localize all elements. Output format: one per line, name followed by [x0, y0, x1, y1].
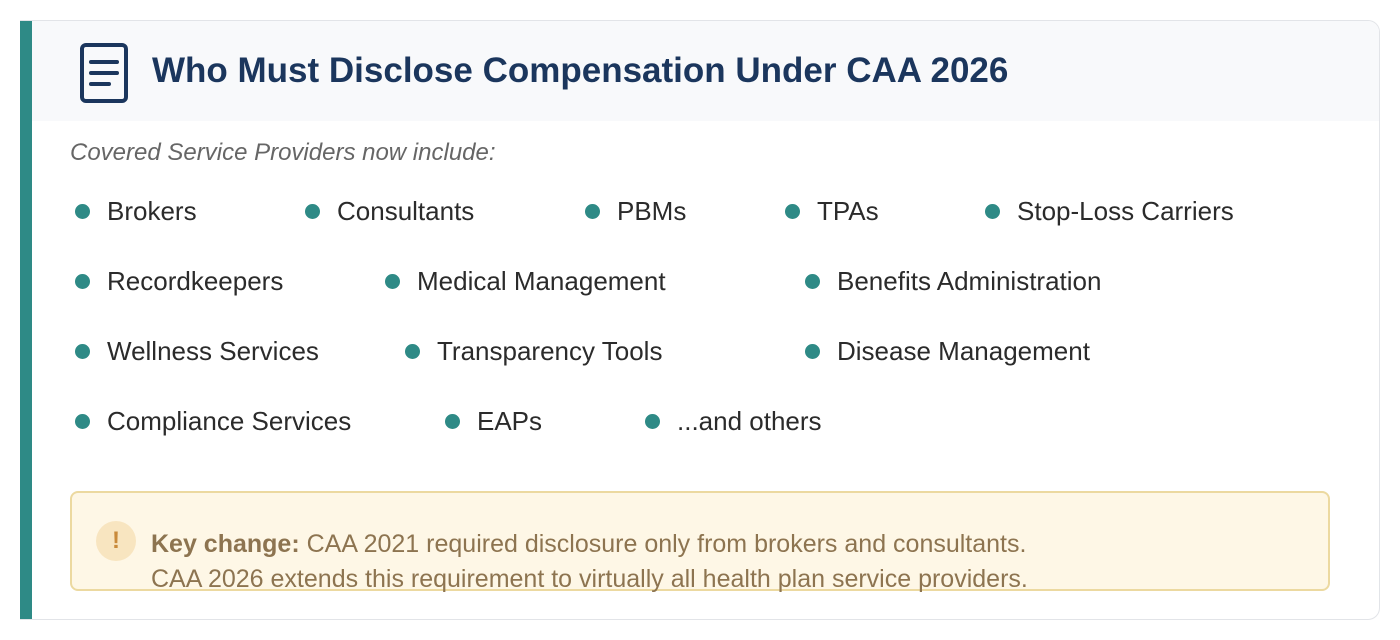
- list-item-label: Brokers: [107, 196, 197, 226]
- list-item-label: Transparency Tools: [437, 336, 663, 366]
- list-item-label: Disease Management: [837, 336, 1090, 366]
- alert-label: Key change:: [151, 530, 300, 558]
- bullet-icon: [75, 204, 90, 219]
- list-item: PBMs: [585, 196, 686, 227]
- list-item-label: Recordkeepers: [107, 266, 284, 296]
- list-item: Benefits Administration: [805, 266, 1101, 297]
- list-item: Compliance Services: [75, 406, 351, 437]
- list-item: Stop-Loss Carriers: [985, 196, 1234, 227]
- list-item: Transparency Tools: [405, 336, 662, 367]
- bullet-icon: [75, 274, 90, 289]
- subtitle: Covered Service Providers now include:: [70, 139, 496, 166]
- list-item-label: Benefits Administration: [837, 266, 1102, 296]
- list-item: Wellness Services: [75, 336, 319, 367]
- list-item: Medical Management: [385, 266, 666, 297]
- card-header: Who Must Disclose Compensation Under CAA…: [32, 21, 1379, 121]
- alert-line-2: CAA 2026 extends this requirement to vir…: [151, 565, 1028, 593]
- bullet-icon: [75, 344, 90, 359]
- bullet-icon: [445, 414, 460, 429]
- card-title: Who Must Disclose Compensation Under CAA…: [152, 51, 1009, 90]
- list-item-label: Consultants: [337, 196, 475, 226]
- list-item-label: ...and others: [677, 406, 822, 436]
- list-item: ...and others: [645, 406, 822, 437]
- bullet-icon: [805, 274, 820, 289]
- bullet-icon: [985, 204, 1000, 219]
- list-item-label: TPAs: [817, 196, 879, 226]
- document-icon: [80, 43, 128, 103]
- bullet-icon: [645, 414, 660, 429]
- list-item-label: Wellness Services: [107, 336, 319, 366]
- bullet-icon: [405, 344, 420, 359]
- exclamation-icon: !: [96, 521, 136, 561]
- list-item: Recordkeepers: [75, 266, 283, 297]
- bullet-icon: [305, 204, 320, 219]
- bullet-icon: [805, 344, 820, 359]
- bullet-icon: [585, 204, 600, 219]
- bullet-icon: [75, 414, 90, 429]
- disclosure-card: Who Must Disclose Compensation Under CAA…: [20, 20, 1380, 620]
- alert-line-1: CAA 2021 required disclosure only from b…: [306, 530, 1027, 558]
- key-change-alert: ! Key change: CAA 2021 required disclosu…: [70, 491, 1330, 593]
- bullet-icon: [785, 204, 800, 219]
- list-item-label: Stop-Loss Carriers: [1017, 196, 1234, 226]
- accent-bar: [20, 21, 32, 619]
- list-item-label: EAPs: [477, 406, 543, 436]
- list-item: TPAs: [785, 196, 879, 227]
- alert-text: Key change: CAA 2021 required disclosure…: [151, 527, 1028, 597]
- list-item: Brokers: [75, 196, 197, 227]
- list-item: EAPs: [445, 406, 542, 437]
- list-item: Disease Management: [805, 336, 1090, 367]
- list-item: Consultants: [305, 196, 474, 227]
- list-item-label: Medical Management: [417, 266, 666, 296]
- list-item-label: PBMs: [617, 196, 687, 226]
- bullet-icon: [385, 274, 400, 289]
- list-item-label: Compliance Services: [107, 406, 352, 436]
